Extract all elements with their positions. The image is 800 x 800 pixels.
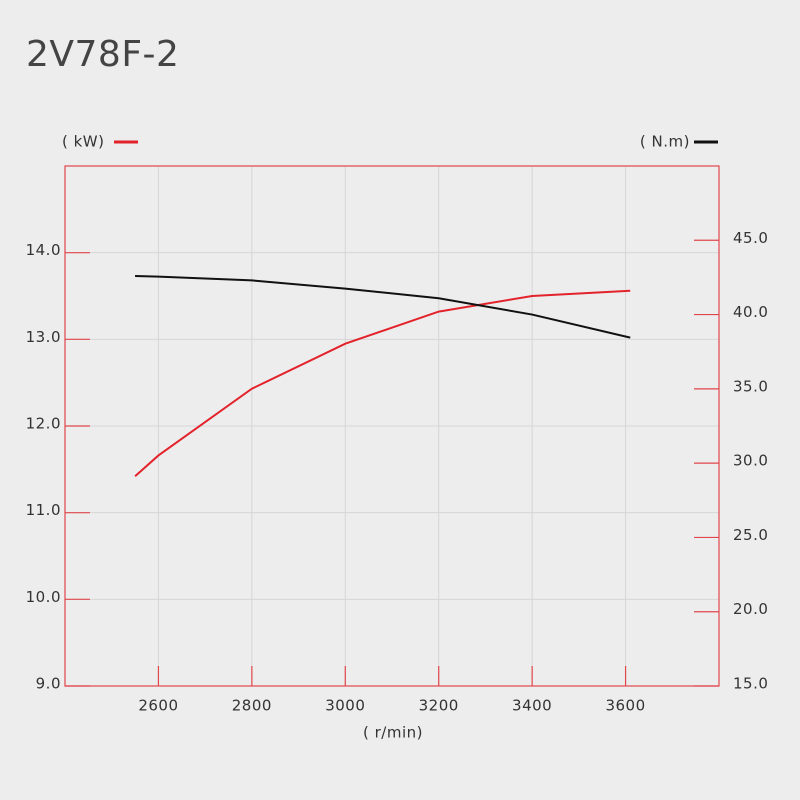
- x-tick-label: 3600: [605, 697, 645, 715]
- y2-tick-label: 30.0: [733, 452, 768, 470]
- y-tick-label: 9.0: [36, 675, 61, 693]
- y-tick-label: 10.0: [26, 588, 61, 606]
- y2-tick-label: 45.0: [733, 229, 768, 247]
- y2-tick-label: 35.0: [733, 377, 768, 395]
- y2-tick-label: 25.0: [733, 526, 768, 544]
- y-tick-label: 14.0: [26, 241, 61, 259]
- series-line: [134, 289, 631, 478]
- y2-tick-label: 20.0: [733, 600, 768, 618]
- y-tick-label: 11.0: [26, 501, 61, 519]
- x-tick-label: 3000: [325, 697, 365, 715]
- y2-tick-label: 40.0: [733, 303, 768, 321]
- chart-title: 2V78F-2: [26, 34, 179, 75]
- y-tick-label: 13.0: [26, 328, 61, 346]
- legend-label: ( kW): [62, 133, 105, 151]
- legend-label: ( N.m): [640, 133, 690, 151]
- x-tick-label: 3400: [512, 697, 552, 715]
- y2-tick-label: 15.0: [733, 675, 768, 693]
- series-line: [135, 274, 631, 339]
- y-tick-label: 12.0: [26, 415, 61, 433]
- x-axis-label: ( r/min): [363, 724, 423, 742]
- x-tick-label: 3200: [419, 697, 459, 715]
- x-tick-label: 2800: [232, 697, 272, 715]
- x-tick-label: 2600: [138, 697, 178, 715]
